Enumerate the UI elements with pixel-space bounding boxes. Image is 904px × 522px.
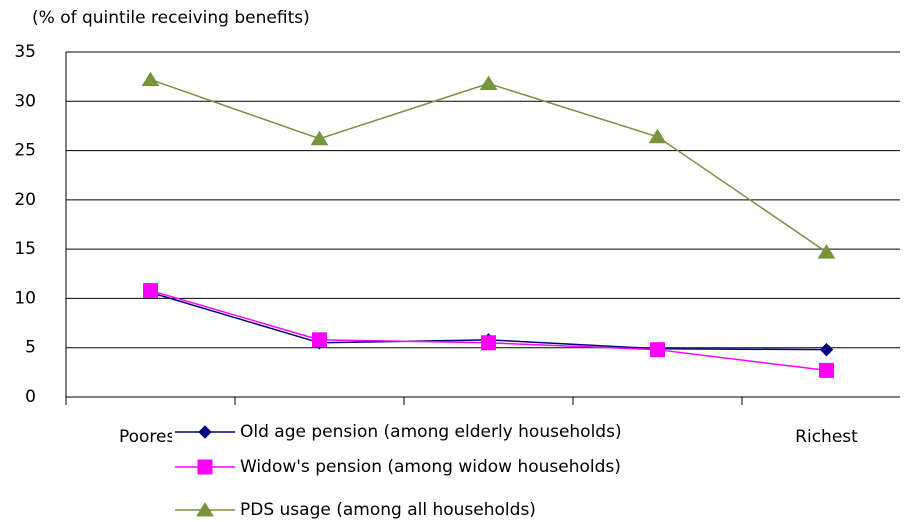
marker — [312, 332, 327, 348]
marker — [310, 130, 329, 146]
legend-label: PDS usage (among all households) — [240, 500, 536, 520]
series-line — [150, 78, 827, 253]
marker — [819, 362, 834, 378]
marker — [196, 502, 214, 517]
marker — [650, 342, 665, 358]
legend-box — [172, 416, 762, 522]
y-tick-label: 5 — [25, 338, 36, 358]
y-tick-label: 15 — [14, 239, 36, 259]
y-tick-label: 0 — [25, 387, 36, 407]
marker — [143, 283, 158, 299]
series-line — [150, 289, 827, 372]
marker — [481, 335, 496, 351]
marker — [648, 128, 667, 144]
marker — [198, 425, 212, 439]
legend-label: Old age pension (among elderly household… — [240, 422, 622, 442]
x-tick-label: Poorest — [119, 427, 182, 447]
marker — [141, 71, 160, 87]
x-tick-label: Richest — [795, 427, 858, 447]
y-axis-label: (% of quintile receiving benefits) — [32, 8, 310, 28]
y-tick-label: 30 — [14, 91, 36, 111]
marker — [817, 244, 836, 259]
y-tick-label: 20 — [14, 190, 36, 210]
marker — [197, 459, 213, 475]
y-tick-label: 35 — [14, 42, 36, 62]
y-tick-label: 10 — [14, 288, 36, 308]
legend: Old age pension (among elderly household… — [172, 416, 762, 522]
marker — [479, 75, 498, 91]
y-tick-label: 25 — [14, 141, 36, 161]
marker — [819, 342, 834, 357]
legend-label: Widow's pension (among widow households) — [240, 457, 621, 477]
